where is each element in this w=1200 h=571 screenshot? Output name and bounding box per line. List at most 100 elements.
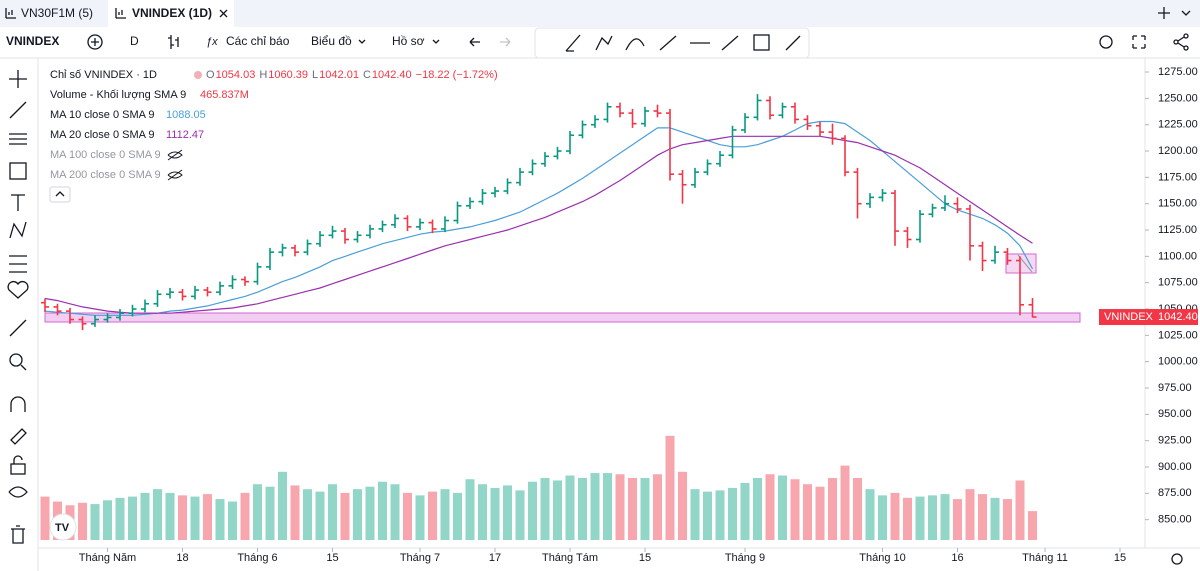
volume-bar bbox=[828, 478, 837, 540]
x-tick-label: Tháng 7 bbox=[400, 552, 440, 564]
last-price-tag bbox=[1099, 309, 1198, 326]
change: −18.22 (−1.72%) bbox=[416, 69, 498, 81]
volume-bar bbox=[165, 492, 175, 540]
volume-bar bbox=[115, 497, 125, 540]
undo-button[interactable] bbox=[469, 37, 480, 47]
legend-value: 465.837M bbox=[200, 89, 249, 101]
last-price-value: 1042.40 bbox=[1158, 311, 1198, 323]
volume-bar bbox=[865, 489, 875, 540]
left-tools[interactable] bbox=[7, 70, 29, 544]
moving-average bbox=[44, 120, 1034, 316]
volume-bar bbox=[740, 482, 750, 540]
volume-bar bbox=[715, 490, 725, 540]
volume-bar bbox=[753, 478, 762, 540]
legend-name: MA 20 close 0 SMA 9 bbox=[50, 129, 155, 141]
volume-bar bbox=[803, 484, 812, 540]
volume-bar bbox=[615, 474, 625, 540]
ohlc-key: C bbox=[363, 69, 371, 81]
x-tick-label: Tháng Tám bbox=[542, 552, 598, 564]
target-box[interactable] bbox=[1005, 253, 1037, 274]
settings-button[interactable] bbox=[1171, 553, 1183, 565]
logo bbox=[49, 513, 77, 541]
volume-bar bbox=[590, 473, 600, 540]
volume-bar bbox=[790, 479, 800, 540]
hidden-eye[interactable] bbox=[167, 149, 183, 161]
volume-bar bbox=[965, 489, 975, 540]
volume-bar bbox=[465, 479, 475, 540]
ohlc-value: 1042.40 bbox=[372, 69, 412, 81]
volume-bar bbox=[153, 489, 162, 540]
x-tick-label: Tháng Năm bbox=[79, 552, 136, 564]
x-tick-label: 15 bbox=[1114, 552, 1126, 564]
y-tick-label: 950.00 bbox=[1158, 408, 1192, 420]
volume-bar bbox=[403, 492, 412, 540]
volume-bar bbox=[778, 475, 787, 540]
volume-bar bbox=[378, 481, 387, 540]
compare-button[interactable] bbox=[87, 34, 103, 50]
drawing-tools[interactable] bbox=[565, 34, 801, 52]
chart-button[interactable]: Biểu đồ bbox=[311, 34, 352, 48]
close-tab[interactable] bbox=[219, 9, 228, 18]
hidden-eye[interactable] bbox=[167, 169, 183, 181]
y-tick-label: 900.00 bbox=[1158, 461, 1192, 473]
chevron bbox=[358, 39, 366, 44]
volume-bar bbox=[140, 492, 150, 540]
indicators-button[interactable]: Các chỉ báo bbox=[226, 34, 290, 48]
x-tick-label: Tháng 9 bbox=[725, 552, 765, 564]
volume-bar bbox=[315, 491, 325, 540]
legend-name: Volume - Khối lượng SMA 9 bbox=[50, 89, 186, 101]
bar-style-button[interactable] bbox=[168, 35, 179, 49]
y-tick-label: 1000.00 bbox=[1158, 356, 1198, 368]
volume-bar bbox=[815, 486, 825, 540]
volume-bar bbox=[890, 492, 900, 540]
volume-bar bbox=[353, 489, 362, 540]
volume-bar bbox=[190, 496, 200, 540]
volume-bar bbox=[728, 487, 737, 540]
volume-bar bbox=[240, 492, 250, 540]
add-tab[interactable] bbox=[1158, 7, 1170, 19]
volume-bar bbox=[328, 484, 337, 540]
symbol-button[interactable]: VNINDEX bbox=[6, 34, 59, 48]
volume-bar bbox=[540, 478, 550, 540]
volume-bar bbox=[1003, 499, 1012, 540]
tab[interactable]: VNINDEX (1D) bbox=[132, 6, 212, 20]
volume-bar bbox=[415, 495, 425, 540]
compare-icon bbox=[91, 38, 99, 46]
volume-bar bbox=[103, 500, 112, 540]
profile-button[interactable]: Hồ sơ bbox=[392, 34, 425, 48]
volume-bar bbox=[203, 494, 212, 540]
y-tick-label: 1100.00 bbox=[1158, 250, 1197, 262]
x-tick-label: Tháng 6 bbox=[237, 552, 277, 564]
y-tick-label: 850.00 bbox=[1158, 514, 1192, 526]
y-tick-label: 1275.00 bbox=[1158, 66, 1198, 78]
volume-bar bbox=[303, 489, 312, 540]
active-tab[interactable] bbox=[108, 0, 234, 27]
volume-bar bbox=[490, 487, 500, 540]
collapse-legend[interactable] bbox=[49, 186, 71, 203]
interval-button[interactable]: D bbox=[130, 34, 139, 48]
volume-bar bbox=[690, 489, 700, 540]
y-tick-label: 1175.00 bbox=[1158, 171, 1197, 183]
redo-button[interactable] bbox=[500, 37, 511, 47]
support-zone[interactable] bbox=[44, 312, 1081, 323]
y-tick-label: 1225.00 bbox=[1158, 119, 1198, 131]
volume-bar bbox=[978, 494, 987, 540]
legend-value: 1088.05 bbox=[166, 109, 206, 121]
x-tick-label: 15 bbox=[326, 552, 338, 564]
tab-menu[interactable] bbox=[1181, 10, 1191, 16]
chevron bbox=[432, 39, 440, 44]
volume-bar bbox=[840, 465, 850, 540]
logo-text: TV bbox=[55, 522, 70, 534]
tab[interactable]: VN30F1M (5) bbox=[21, 6, 93, 20]
volume-bar bbox=[440, 489, 450, 540]
chart-title: Chỉ số VNINDEX · 1D bbox=[50, 69, 157, 81]
volume-bar bbox=[765, 474, 775, 540]
volume-bar bbox=[703, 491, 712, 540]
x-tick-label: Tháng 11 bbox=[1022, 552, 1068, 564]
drawing-toolbar bbox=[534, 27, 810, 59]
right-toolbar-icons[interactable] bbox=[1099, 33, 1189, 51]
volume-bar bbox=[878, 495, 887, 540]
volume-bar bbox=[40, 496, 50, 540]
legend-value: 1112.47 bbox=[166, 129, 204, 141]
